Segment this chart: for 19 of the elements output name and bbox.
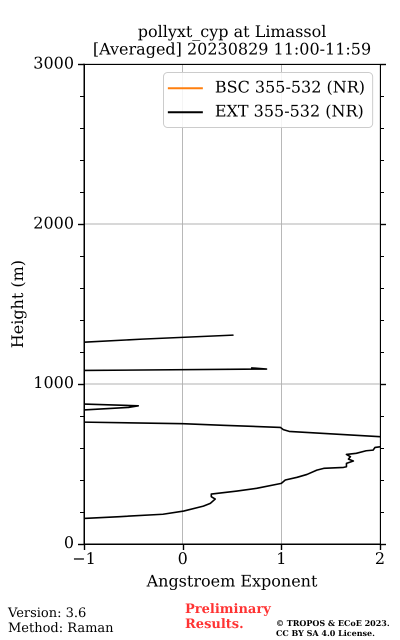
x-tick-label: 1 [276,548,286,568]
x-tick-label: 0 [178,548,188,568]
text: CC BY SA 4.0 License. [276,628,375,638]
legend-label: BSC 355-532 (NR) [214,77,366,96]
y-tick-label: 2000 [33,213,74,232]
text: Version: 3.6 [8,606,86,622]
legend-label: EXT 355-532 (NR) [214,101,364,120]
x-tick-label: 2 [374,548,386,568]
chart-subtitle: [Averaged] 20230829 11:00-11:59 [92,40,372,59]
y-tick-label: 3000 [33,53,74,72]
x-axis-title: Angstroem Exponent [146,572,318,591]
text: Preliminary Results. [185,602,271,632]
y-tick-label: 1000 [33,373,74,392]
text: Method: Raman [8,621,114,637]
chart-title: pollyxt_cyp at Limassol [138,22,326,41]
x-tick-label: −1 [72,548,96,568]
y-axis-title: Height (m) [8,260,27,348]
text: © TROPOS & ECoE 2023. [276,618,390,628]
y-tick-label: 0 [64,533,74,552]
